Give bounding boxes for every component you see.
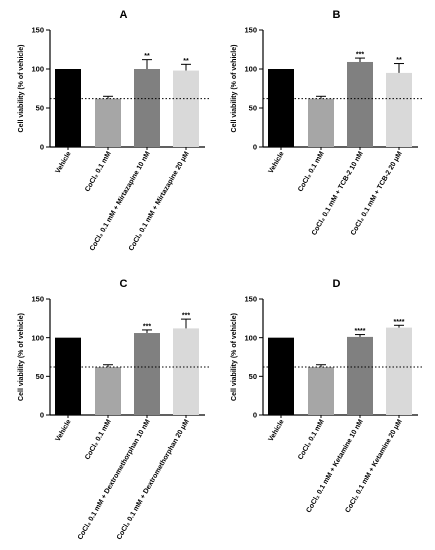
significance-label: *** bbox=[356, 52, 364, 59]
significance-label: *** bbox=[182, 313, 190, 320]
significance-label: ** bbox=[183, 58, 189, 65]
bar-2 bbox=[95, 98, 121, 147]
bar-2 bbox=[95, 367, 121, 415]
panel-c: C Cell viability (% of vehicle) 0 50 100 150 V… bbox=[18, 278, 209, 541]
x-category-label: CoCl₂ 0.1 mM + Dextromethorphan 10 nM bbox=[77, 418, 152, 541]
panel-a: A Cell viability (% of vehicle) 0 50 100 150 V… bbox=[18, 9, 209, 252]
bar-2 bbox=[308, 98, 334, 147]
x-category-label: CoCl₂ 0.1 mM bbox=[84, 150, 113, 193]
bar-4 bbox=[173, 70, 199, 147]
y-tick-label: 150 bbox=[244, 26, 257, 35]
x-category-label: CoCl₂ 0.1 mM bbox=[84, 418, 113, 461]
y-tick-label: 150 bbox=[31, 295, 44, 304]
y-tick-label: 100 bbox=[244, 65, 257, 74]
y-tick-label: 150 bbox=[31, 26, 44, 35]
bar-1 bbox=[55, 337, 81, 415]
y-axis-title: Cell viability (% of vehicle) bbox=[231, 313, 238, 401]
x-category-label: CoCl₂ 0.1 mM bbox=[297, 150, 326, 193]
x-category-label: Vehicle bbox=[268, 150, 286, 174]
significance-label: ** bbox=[144, 53, 150, 60]
bar-1 bbox=[268, 69, 294, 147]
y-tick-label: 0 bbox=[253, 411, 257, 420]
y-tick-label: 50 bbox=[249, 372, 257, 381]
y-tick-label: 0 bbox=[40, 411, 44, 420]
y-tick-label: 100 bbox=[31, 65, 44, 74]
y-tick-label: 0 bbox=[40, 143, 44, 152]
x-category-label: Vehicle bbox=[268, 418, 286, 442]
bar-4 bbox=[173, 328, 199, 415]
x-category-label: Vehicle bbox=[55, 418, 73, 442]
panel-letter: D bbox=[333, 278, 341, 290]
significance-label: **** bbox=[394, 319, 405, 326]
bar-4 bbox=[386, 72, 412, 147]
panel-letter: A bbox=[120, 9, 128, 21]
y-tick-label: 50 bbox=[36, 104, 44, 113]
y-tick-label: 50 bbox=[249, 104, 257, 113]
bar-1 bbox=[268, 337, 294, 415]
bar-4 bbox=[386, 327, 412, 415]
panel-b: B Cell viability (% of vehicle) 0 50 100 150 V… bbox=[231, 9, 422, 237]
significance-label: **** bbox=[355, 328, 366, 335]
x-category-label: Vehicle bbox=[55, 150, 73, 174]
bar-1 bbox=[55, 69, 81, 147]
bar-3 bbox=[134, 69, 160, 147]
y-tick-label: 50 bbox=[36, 372, 44, 381]
bar-3 bbox=[347, 336, 373, 415]
panel-d: D Cell viability (% of vehicle) 0 50 100 150 V… bbox=[231, 278, 422, 514]
x-category-label: CoCl₂ 0.1 mM + Dextromethorphan 20 μM bbox=[116, 418, 191, 541]
panel-letter: B bbox=[333, 9, 341, 21]
y-tick-label: 100 bbox=[31, 333, 44, 342]
significance-label: *** bbox=[143, 323, 151, 330]
bar-3 bbox=[134, 333, 160, 415]
bar-2 bbox=[308, 367, 334, 415]
y-tick-label: 150 bbox=[244, 295, 257, 304]
y-axis-title: Cell viability (% of vehicle) bbox=[231, 45, 238, 133]
y-tick-label: 100 bbox=[244, 333, 257, 342]
significance-label: ** bbox=[396, 57, 402, 64]
bar-3 bbox=[347, 61, 373, 148]
y-axis-title: Cell viability (% of vehicle) bbox=[18, 313, 25, 401]
x-category-label: CoCl₂ 0.1 mM bbox=[297, 418, 326, 461]
y-tick-label: 0 bbox=[253, 143, 257, 152]
panel-letter: C bbox=[120, 278, 128, 290]
y-axis-title: Cell viability (% of vehicle) bbox=[18, 45, 25, 133]
